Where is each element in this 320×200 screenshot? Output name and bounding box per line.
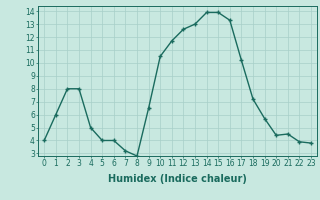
X-axis label: Humidex (Indice chaleur): Humidex (Indice chaleur) bbox=[108, 174, 247, 184]
